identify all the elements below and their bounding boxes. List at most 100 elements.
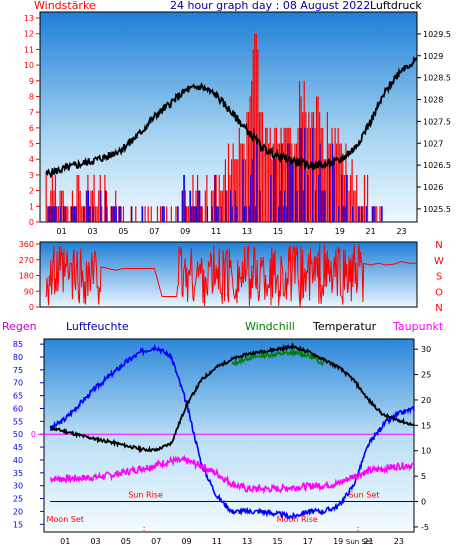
- bottom-x-tick-label: 23: [394, 537, 404, 546]
- header-date: 24 hour graph day : 08 August 2022: [170, 0, 371, 12]
- header-windstaerke: Windstärke: [34, 0, 96, 12]
- temp-tick-label: 5: [421, 472, 426, 481]
- humidity-tick-label: 20: [13, 507, 23, 516]
- humidity-tick-label: 15: [13, 520, 23, 529]
- middle-panel-frame: [39, 241, 418, 308]
- annotation-moon-rise: Moon Rise: [277, 515, 318, 524]
- compass-letter: N: [435, 303, 442, 314]
- windrichtung-line: [45, 244, 417, 307]
- right-tick-label: 1025.5: [423, 205, 451, 214]
- bottom-x-tick-label: 03: [90, 537, 100, 546]
- x-tick-label: 03: [87, 227, 97, 236]
- humidity-tick-label: 70: [13, 379, 23, 388]
- temp-tick-label: 25: [421, 371, 431, 380]
- right-tick-label: 1029: [423, 52, 443, 61]
- bottom-x-tick-label: 07: [151, 537, 161, 546]
- humidity-tick-label: 55: [13, 417, 23, 426]
- humidity-tick-label: 60: [13, 404, 23, 413]
- annotation-sun-set-x: Sun Set: [346, 538, 373, 546]
- bottom-panel-frame: [43, 338, 415, 533]
- humidity-tick-label: 45: [13, 443, 23, 452]
- bottom-x-tick-label: 17: [303, 537, 313, 546]
- left-tick-label: 13: [24, 14, 34, 23]
- humidity-tick-label: 75: [13, 366, 23, 375]
- x-tick-label: 19: [335, 227, 345, 236]
- compass-letter: S: [436, 272, 442, 283]
- right-tick-label: 1027.5: [423, 117, 451, 126]
- temp-tick-label: 10: [421, 447, 431, 456]
- humidity-tick-label: 40: [13, 456, 23, 465]
- x-tick-label: 11: [211, 227, 221, 236]
- humidity-tick-label: 85: [13, 340, 23, 349]
- left-tick-label: 12: [24, 30, 34, 39]
- humidity-tick-label: 50: [13, 430, 23, 439]
- right-tick-label: 1028.5: [423, 74, 451, 83]
- label-regen: Regen: [2, 320, 37, 333]
- label-taupunkt: Taupunkt: [393, 320, 444, 333]
- header-luftdruck: Luftdruck: [370, 0, 422, 12]
- compass-letter: O: [435, 287, 443, 298]
- right-tick-label: 1028: [423, 96, 443, 105]
- left-tick-label: 5: [29, 140, 34, 149]
- right-tick-label: 1029.5: [423, 30, 451, 39]
- x-tick-label: 05: [118, 227, 128, 236]
- label-temperatur: Temperatur: [313, 320, 377, 333]
- left-tick-label: 11: [24, 45, 34, 54]
- left-tick-label: 2: [29, 187, 34, 196]
- label-windchill: Windchill: [245, 320, 295, 333]
- x-tick-label: 15: [273, 227, 283, 236]
- compass-letter: N: [435, 240, 442, 251]
- bottom-x-tick-label: 01: [60, 537, 70, 546]
- x-tick-label: 23: [396, 227, 406, 236]
- annotation-moon-set: Moon Set: [47, 515, 84, 524]
- regen-zero-label: 0: [31, 430, 36, 439]
- left-tick-label: 3: [29, 171, 34, 180]
- x-tick-label: 13: [242, 227, 252, 236]
- luftdruck-line: [45, 55, 418, 179]
- humidity-tick-label: 30: [13, 482, 23, 491]
- bottom-x-tick-label: 11: [212, 537, 222, 546]
- dir-tick-label: 90: [24, 287, 34, 296]
- label-luftfeuchte: Luftfeuchte: [66, 320, 129, 333]
- bottom-x-tick-label: 21: [363, 537, 373, 546]
- temp-tick-label: 20: [421, 396, 431, 405]
- temperatur-line: [49, 341, 415, 454]
- luftfeuchte-line: [49, 343, 415, 521]
- bottom-panel-background: [44, 339, 414, 532]
- humidity-tick-label: 65: [13, 392, 23, 401]
- compass-letter: W: [434, 256, 444, 267]
- annotation-sun-set: Sun Set: [349, 491, 380, 500]
- right-tick-label: 1027: [423, 139, 443, 148]
- dir-tick-label: 180: [19, 272, 34, 281]
- dir-tick-label: 270: [19, 256, 34, 265]
- left-tick-label: 7: [29, 108, 34, 117]
- bottom-x-tick-label: 15: [272, 537, 282, 546]
- x-tick-label: 17: [304, 227, 314, 236]
- humidity-tick-label: 80: [13, 353, 23, 362]
- temp-tick-label: -5: [421, 523, 429, 532]
- left-tick-label: 9: [29, 77, 34, 86]
- annotation-sun-rise: Sun Rise: [128, 491, 163, 500]
- right-tick-label: 1026.5: [423, 161, 451, 170]
- left-tick-label: 0: [29, 218, 34, 227]
- x-tick-label: 01: [57, 227, 67, 236]
- humidity-tick-label: 25: [13, 495, 23, 504]
- temp-tick-label: 30: [421, 345, 431, 354]
- dir-tick-label: 360: [19, 240, 34, 249]
- temp-tick-label: 0: [421, 498, 426, 507]
- humidity-tick-label: 35: [13, 469, 23, 478]
- bottom-x-tick-label: 05: [121, 537, 131, 546]
- bottom-x-tick-label: 09: [181, 537, 191, 546]
- left-tick-label: 8: [29, 92, 34, 101]
- left-tick-label: 1: [29, 202, 34, 211]
- bottom-x-tick-label: 13: [242, 537, 252, 546]
- left-tick-label: 4: [29, 155, 34, 164]
- x-tick-label: 21: [366, 227, 376, 236]
- dir-tick-label: 0: [29, 303, 34, 312]
- right-tick-label: 1026: [423, 183, 443, 192]
- taupunkt-line: [49, 454, 415, 495]
- left-tick-label: 6: [29, 124, 34, 133]
- windchill-line: [231, 349, 324, 367]
- temp-tick-label: 15: [421, 421, 431, 430]
